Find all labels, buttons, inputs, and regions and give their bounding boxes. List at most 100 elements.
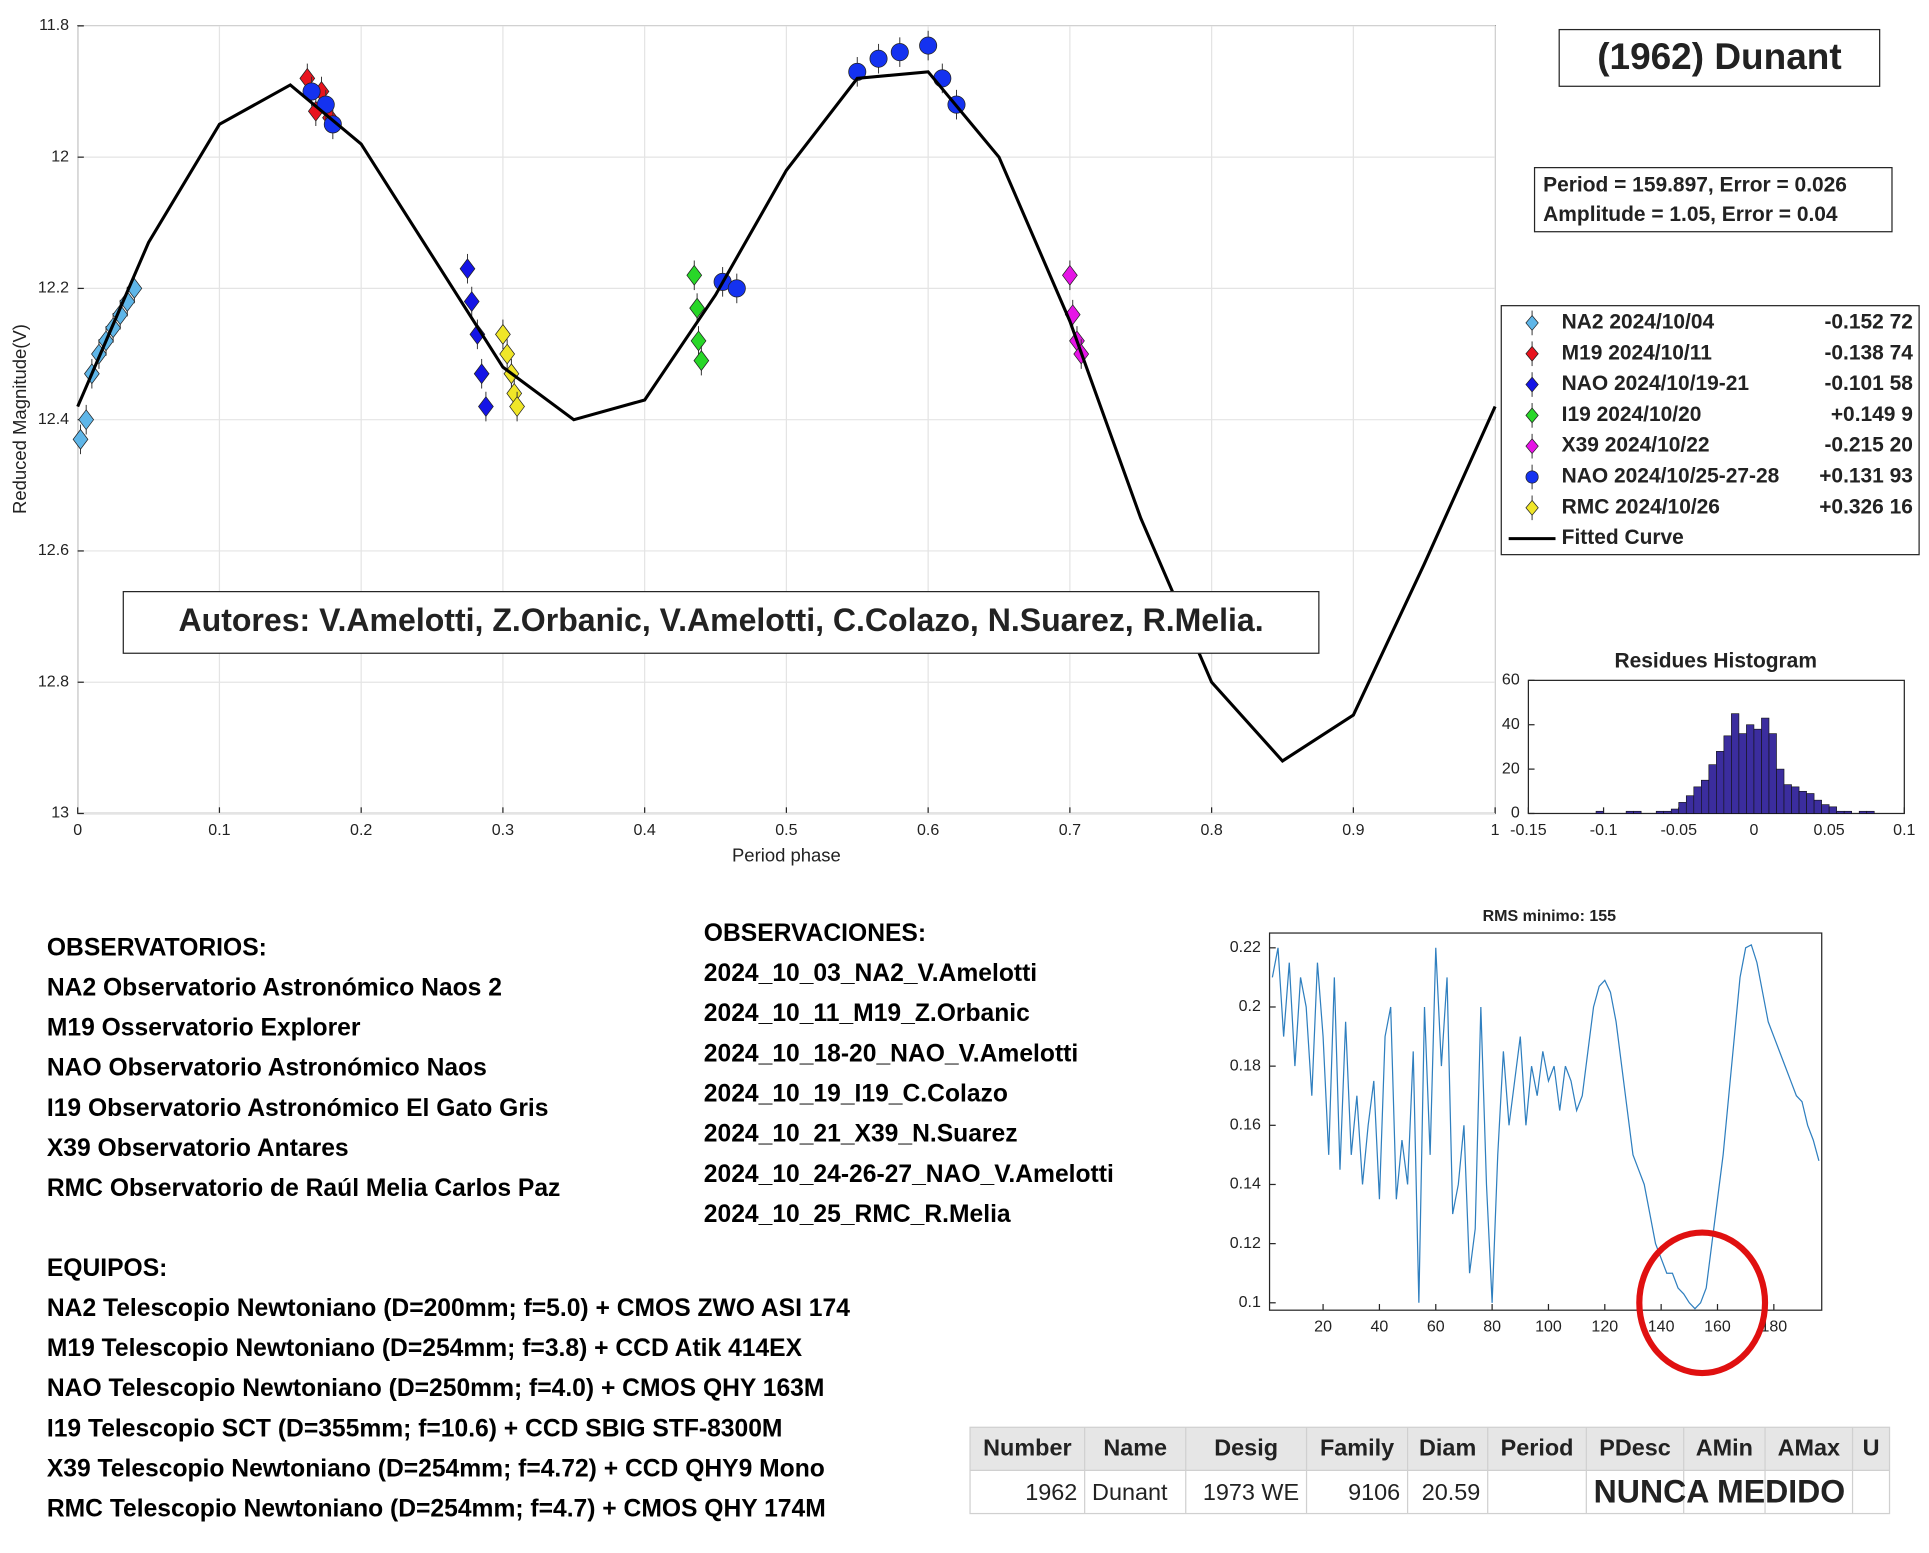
section-item: 2024_10_24-26-27_NAO_V.Amelotti: [704, 1161, 1114, 1188]
x-tick-label: 0.3: [492, 821, 514, 839]
legend-marker: [1525, 376, 1539, 393]
histogram-bar: [1723, 735, 1732, 814]
legend-marker: [1525, 438, 1539, 455]
x-tick-label: 0.2: [350, 821, 372, 839]
data-point: [478, 396, 494, 418]
data-point: [509, 396, 525, 418]
legend-marker: [1525, 499, 1539, 516]
x-tick-label: 0.6: [917, 821, 939, 839]
legend-offset: -0.152 72: [1824, 310, 1912, 333]
x-tick-label: -0.1: [1590, 821, 1618, 839]
data-point: [690, 330, 707, 352]
section-item: X39 Observatorio Antares: [47, 1135, 349, 1162]
x-tick-label: 0: [1749, 821, 1758, 839]
table-header-cell: PDesc: [1599, 1435, 1671, 1461]
x-tick-label: -0.05: [1660, 821, 1697, 839]
y-axis-label: Reduced Magnitude(V): [9, 324, 30, 514]
histogram-bar: [1625, 810, 1634, 814]
table-header-cell: Desig: [1214, 1435, 1278, 1461]
section-item: 2024_10_18-20_NAO_V.Amelotti: [704, 1040, 1078, 1067]
x-tick-label: 160: [1704, 1318, 1731, 1336]
table-cell: 1973 WE: [1203, 1479, 1299, 1505]
table-header-cell: Number: [983, 1435, 1071, 1461]
histogram-bar: [1836, 810, 1845, 814]
data-point: [473, 363, 490, 385]
x-tick-label: 100: [1535, 1318, 1562, 1336]
table-header-cell: AMax: [1778, 1435, 1840, 1461]
x-tick-label: 0.05: [1814, 821, 1845, 839]
y-tick-label: 12.6: [38, 541, 69, 559]
section-item: 2024_10_11_M19_Z.Orbanic: [704, 1000, 1030, 1027]
section-item: 2024_10_25_RMC_R.Melia: [704, 1201, 1011, 1228]
legend-offset: -0.101 58: [1824, 372, 1912, 395]
x-tick-label: 80: [1483, 1318, 1501, 1336]
table-header-cell: Name: [1103, 1435, 1167, 1461]
data-point: [459, 258, 476, 280]
legend-label: M19 2024/10/11: [1562, 341, 1713, 364]
legend-label: NAO 2024/10/19-21: [1562, 372, 1750, 395]
legend-offset: -0.138 74: [1824, 341, 1913, 364]
x-tick-label: 0.1: [208, 821, 230, 839]
y-tick-label: 0.2: [1239, 997, 1261, 1015]
title-box: [1558, 28, 1881, 87]
legend-marker: [1525, 314, 1539, 331]
y-tick-label: 12: [51, 147, 69, 165]
annotation: Period = 159.897, Error = 0.026: [1543, 174, 1847, 197]
data-point: [693, 350, 710, 372]
table-cell: 20.59: [1422, 1479, 1481, 1505]
data-point: [499, 343, 516, 365]
section-item: I19 Observatorio Astronómico El Gato Gri…: [47, 1095, 549, 1122]
legend-box: [1500, 305, 1920, 556]
histogram-bar: [1761, 717, 1770, 814]
table-header-cell: U: [1863, 1435, 1880, 1461]
legend-offset: +0.149 9: [1831, 403, 1913, 426]
histogram-bar: [1828, 806, 1837, 814]
legend-marker: [1525, 407, 1539, 424]
section-heading: OBSERVACIONES:: [704, 920, 926, 947]
x-tick-label: 180: [1760, 1318, 1787, 1336]
authors-box: [122, 591, 1320, 654]
y-tick-label: 0.16: [1230, 1116, 1261, 1134]
histogram-bar: [1716, 751, 1725, 814]
legend-marker: [1525, 345, 1539, 362]
data-point: [869, 49, 888, 68]
histogram-bar: [1663, 810, 1672, 814]
histogram-bar: [1670, 808, 1680, 814]
histogram-bar: [1776, 768, 1785, 814]
section-item: NA2 Observatorio Astronómico Naos 2: [47, 975, 502, 1002]
legend-label: NA2 2024/10/04: [1562, 310, 1715, 333]
x-axis-label: Period phase: [732, 844, 841, 865]
histogram-bar: [1783, 784, 1792, 814]
histogram-bar: [1813, 799, 1822, 814]
y-tick-label: 0.14: [1230, 1175, 1261, 1193]
histogram-bar: [1655, 810, 1665, 814]
plot-area: [1268, 932, 1823, 1311]
section-item: NAO Telescopio Newtoniano (D=250mm; f=4.…: [47, 1375, 825, 1402]
legend-label: I19 2024/10/20: [1562, 403, 1702, 426]
x-tick-label: 140: [1648, 1318, 1675, 1336]
x-tick-label: 0.5: [775, 821, 797, 839]
y-tick-label: 12.8: [38, 672, 69, 690]
x-tick-label: 20: [1314, 1318, 1332, 1336]
annotation: Autores: V.Amelotti, Z.Orbanic, V.Amelot…: [179, 602, 1264, 638]
y-tick-label: 0.22: [1230, 938, 1261, 956]
info-box: [1533, 167, 1893, 233]
data-point: [686, 264, 703, 286]
section-item: X39 Telescopio Newtoniano (D=254mm; f=4.…: [47, 1455, 825, 1482]
histogram-bar: [1806, 793, 1815, 814]
y-tick-label: 20: [1502, 759, 1520, 777]
legend-label: Fitted Curve: [1562, 526, 1684, 549]
histogram-bar: [1633, 810, 1642, 814]
y-tick-label: 12.2: [38, 279, 69, 297]
legend-offset: +0.326 16: [1819, 495, 1913, 518]
y-tick-label: 13: [51, 804, 69, 822]
section-item: M19 Telescopio Newtoniano (D=254mm; f=3.…: [47, 1335, 803, 1362]
x-tick-label: 60: [1427, 1318, 1445, 1336]
fitted-curve: [76, 70, 1497, 763]
y-tick-label: 12.4: [38, 410, 69, 428]
table-header-cell: Diam: [1419, 1435, 1476, 1461]
x-tick-label: 120: [1591, 1318, 1618, 1336]
y-tick-label: 60: [1502, 671, 1520, 689]
